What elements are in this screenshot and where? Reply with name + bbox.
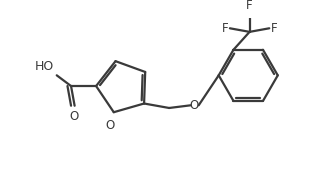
Text: F: F xyxy=(246,0,253,12)
Text: F: F xyxy=(271,22,278,35)
Text: F: F xyxy=(221,22,228,35)
Text: HO: HO xyxy=(35,60,54,73)
Text: O: O xyxy=(69,110,78,123)
Text: O: O xyxy=(106,119,115,132)
Text: O: O xyxy=(190,99,199,112)
